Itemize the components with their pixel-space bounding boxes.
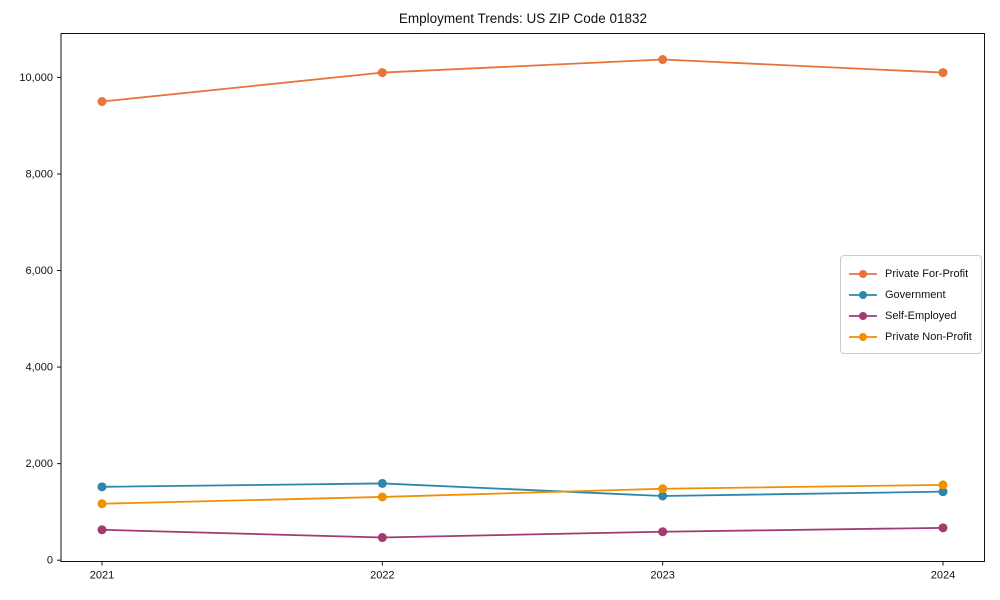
data-point-marker	[938, 68, 948, 78]
data-point-marker	[658, 55, 668, 65]
series-line	[101, 526, 944, 539]
chart-title: Employment Trends: US ZIP Code 01832	[398, 11, 648, 26]
data-point-marker	[658, 491, 668, 501]
legend: Private For-Profit Government Self-Emplo…	[840, 255, 982, 354]
y-axis-tick-label: 8,000	[25, 168, 53, 180]
legend-label: Self-Employed	[885, 309, 957, 322]
series-line	[101, 483, 944, 505]
y-axis-tick-label: 0	[47, 555, 53, 567]
data-point-marker	[658, 527, 668, 537]
data-point-marker	[97, 499, 107, 509]
y-axis-tick-label: 4,000	[25, 362, 53, 374]
data-point-marker	[97, 525, 107, 535]
line-marker-swatch-icon	[849, 290, 877, 299]
data-point-marker	[97, 97, 107, 107]
legend-item-self-employed[interactable]: Self-Employed	[849, 305, 972, 326]
data-point-marker	[377, 68, 387, 78]
y-axis-tick-label: 10,000	[19, 72, 53, 84]
data-point-marker	[97, 482, 107, 492]
data-point-marker	[938, 523, 948, 533]
legend-item-private-non-profit[interactable]: Private Non-Profit	[849, 326, 972, 347]
data-point-marker	[377, 478, 387, 488]
x-axis-tick-label: 2021	[90, 570, 114, 582]
y-axis-tick-label: 2,000	[25, 458, 53, 470]
x-axis-tick-label: 2024	[931, 570, 955, 582]
legend-label: Private For-Profit	[885, 267, 969, 280]
legend-item-private-for-profit[interactable]: Private For-Profit	[849, 263, 972, 284]
data-point-marker	[938, 487, 948, 497]
line-marker-swatch-icon	[849, 269, 877, 278]
data-point-marker	[377, 492, 387, 502]
y-axis-tick-label: 6,000	[25, 265, 53, 277]
data-point-marker	[658, 484, 668, 494]
data-point-marker	[938, 480, 948, 490]
series-line	[101, 482, 944, 497]
x-axis-tick-label: 2023	[650, 570, 674, 582]
legend-label: Government	[885, 288, 946, 301]
line-marker-swatch-icon	[849, 311, 877, 320]
legend-item-government[interactable]: Government	[849, 284, 972, 305]
series-line	[101, 58, 944, 103]
data-point-marker	[377, 533, 387, 543]
x-axis-tick-label: 2022	[370, 570, 394, 582]
plot-frame	[60, 33, 985, 562]
line-marker-swatch-icon	[849, 332, 877, 341]
legend-label: Private Non-Profit	[885, 330, 972, 343]
